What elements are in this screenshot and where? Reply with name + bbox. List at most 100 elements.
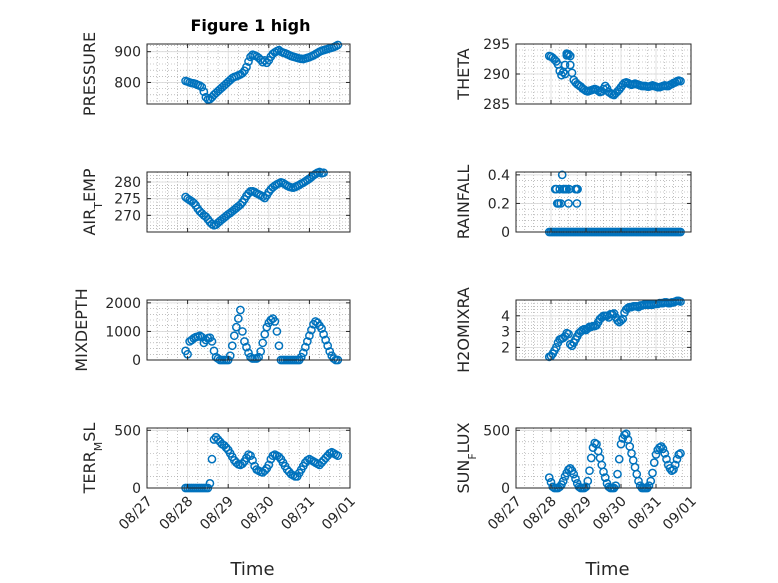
- series-markers: [544, 429, 685, 493]
- data-point: [244, 188, 253, 198]
- y-tick-label: 0: [132, 481, 141, 497]
- data-point: [189, 198, 199, 208]
- data-point: [225, 351, 235, 361]
- data-point: [676, 76, 685, 86]
- data-point: [676, 449, 685, 458]
- y-tick-label: 285: [483, 97, 510, 113]
- data-point: [609, 309, 619, 318]
- data-point: [544, 473, 554, 482]
- data-point: [207, 337, 217, 346]
- x-tick-label: 09/01: [319, 494, 359, 534]
- y-axis-label-7: TERRMSL: [80, 423, 105, 495]
- series-markers: [544, 296, 685, 362]
- data-point: [323, 341, 333, 351]
- data-point: [572, 199, 582, 208]
- figure-title: Figure 1 high: [191, 16, 311, 35]
- data-point: [551, 343, 561, 352]
- data-point: [199, 87, 209, 97]
- x-axis-label: Time: [229, 559, 274, 580]
- data-point: [597, 460, 607, 470]
- data-point: [649, 458, 659, 467]
- data-point: [660, 449, 670, 458]
- data-point: [333, 40, 343, 50]
- y-tick-label: 280: [114, 175, 141, 191]
- data-point: [560, 60, 570, 70]
- data-point: [238, 327, 247, 336]
- y-axis-label-5: MIXDEPTH: [72, 288, 91, 371]
- y-tick-label: 0: [501, 481, 510, 497]
- data-point: [585, 466, 594, 476]
- data-point: [571, 474, 580, 484]
- data-point: [560, 69, 570, 79]
- data-point: [262, 58, 272, 68]
- data-point: [662, 454, 671, 464]
- data-point: [599, 467, 608, 477]
- data-point: [634, 476, 643, 486]
- series-markers: [181, 432, 343, 493]
- data-point: [613, 469, 622, 479]
- data-point: [562, 184, 572, 194]
- data-point: [325, 347, 335, 356]
- data-point: [252, 354, 261, 363]
- subplot-1: 800 900 PRESSURE Figure 1 high: [80, 16, 351, 116]
- y-tick-label: 0.2: [488, 196, 510, 212]
- data-point: [236, 305, 245, 315]
- y-tick-label: 275: [114, 192, 141, 208]
- data-point: [658, 444, 668, 454]
- y-tick-label: 500: [483, 423, 510, 439]
- data-point: [213, 354, 223, 363]
- y-tick-label: 0: [132, 353, 141, 369]
- data-point: [319, 329, 328, 339]
- data-point: [195, 331, 205, 341]
- data-point: [586, 453, 596, 463]
- data-point: [565, 51, 575, 61]
- y-axis-label-1: PRESSURE: [80, 32, 99, 116]
- data-point: [595, 453, 605, 463]
- data-point: [573, 184, 582, 194]
- data-point: [581, 482, 591, 492]
- data-point: [670, 460, 680, 470]
- data-point: [272, 327, 282, 336]
- y-axis-label-2: THETA: [454, 48, 473, 100]
- data-point: [197, 82, 207, 92]
- data-point: [614, 454, 624, 464]
- data-point: [238, 459, 247, 469]
- x-tick-label: 08/27: [485, 494, 525, 534]
- y-tick-label: 1000: [105, 324, 141, 340]
- data-point: [258, 338, 268, 348]
- y-tick-label: 2000: [105, 296, 141, 312]
- data-point: [234, 314, 243, 323]
- y-tick-label: 270: [114, 208, 141, 224]
- y-axis-label-3: AIRTEMP: [80, 168, 105, 235]
- series-markers: [181, 305, 343, 365]
- x-tick-label: 08/31: [625, 494, 665, 534]
- data-point: [651, 450, 661, 459]
- data-point: [317, 324, 326, 333]
- data-point: [205, 479, 215, 488]
- subplot-2: 285 290 295 THETA: [454, 37, 692, 113]
- axes-box: [515, 427, 692, 489]
- data-point: [300, 342, 310, 352]
- data-point: [262, 322, 272, 332]
- data-point: [329, 354, 339, 363]
- data-point: [333, 451, 343, 461]
- data-point: [242, 62, 251, 72]
- data-point: [246, 451, 255, 461]
- data-point: [305, 331, 314, 341]
- y-tick-label: 900: [114, 45, 141, 61]
- data-point: [611, 481, 621, 491]
- x-tick-label: 08/28: [520, 494, 560, 534]
- data-point: [195, 81, 205, 90]
- series-markers: [181, 167, 328, 230]
- data-point: [600, 473, 610, 482]
- x-tick-label: 08/28: [157, 494, 197, 534]
- x-tick-label: 09/01: [660, 494, 700, 534]
- data-point: [246, 352, 255, 362]
- data-point: [307, 325, 316, 335]
- data-point: [207, 454, 217, 464]
- data-point: [201, 92, 211, 102]
- series-markers: [544, 49, 685, 100]
- data-point: [244, 348, 253, 358]
